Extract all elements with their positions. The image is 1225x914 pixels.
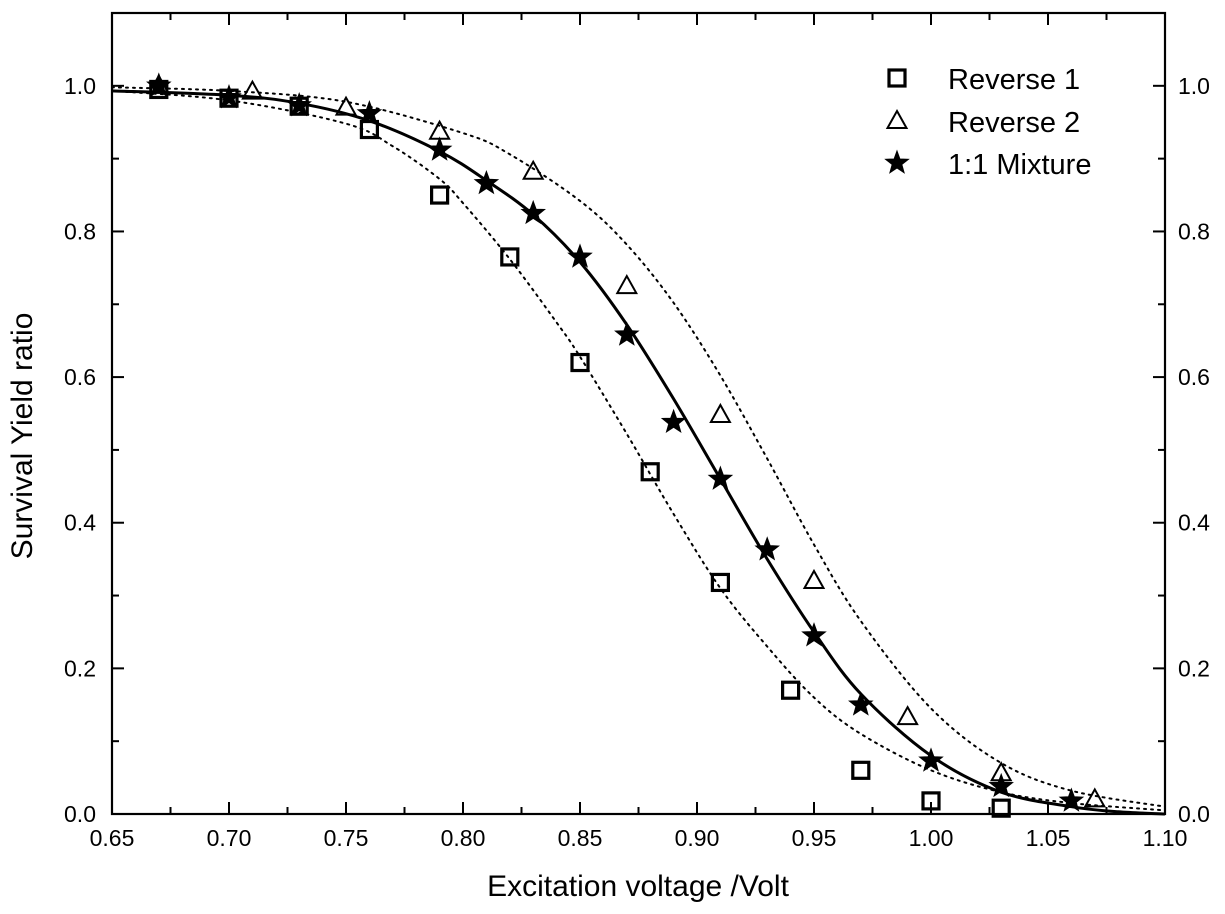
data-point-star (286, 92, 312, 117)
legend-star-marker (884, 149, 910, 174)
data-point-square (710, 572, 731, 593)
legend-label: Reverse 1 (948, 64, 1080, 96)
legend: Reverse 1 Reverse 2 1:1 Mixture (884, 64, 1091, 181)
data-point-star (1058, 787, 1085, 812)
y-tick-label: 0.0 (64, 801, 96, 827)
x-tick-label: 0.70 (207, 825, 252, 851)
right-axis-tick-label: 0.0 (1178, 801, 1210, 827)
data-point-square (570, 352, 590, 373)
data-point-star (918, 747, 944, 772)
y-tick-label: 1.0 (64, 73, 96, 99)
data-point-triangle (1083, 787, 1107, 808)
legend-label: Reverse 2 (948, 107, 1080, 139)
right-axis-tick-label: 0.2 (1178, 655, 1210, 681)
legend-square-marker (887, 68, 907, 88)
x-tick-label: 0.80 (441, 825, 486, 851)
x-tick-label: 0.85 (558, 825, 603, 851)
data-point-square (640, 462, 660, 482)
data-point-square (991, 798, 1011, 818)
data-point-star (216, 84, 242, 109)
data-point-square (851, 760, 871, 780)
data-point-star (614, 321, 640, 346)
data-point-square (359, 119, 379, 140)
data-point-triangle (709, 402, 732, 423)
data-point-triangle (896, 705, 919, 726)
data-point-star (801, 622, 827, 647)
data-point-star (146, 72, 172, 97)
y-tick-label: 0.8 (64, 218, 96, 244)
right-axis-tick-label: 0.4 (1178, 510, 1210, 536)
data-point-star (356, 100, 383, 125)
data-point-star (754, 536, 780, 561)
right-axis-tick-label: 0.6 (1178, 364, 1210, 390)
y-tick-label: 0.4 (64, 510, 96, 536)
y-tick-label: 0.2 (64, 655, 96, 681)
fit-curves-layer (111, 86, 1166, 816)
right-axis-tick-label: 1.0 (1178, 73, 1210, 99)
data-point-triangle (802, 568, 826, 589)
fit-curve-reverse-2 (111, 86, 1166, 808)
x-tick-label: 0.75 (324, 825, 369, 851)
data-points-layer (146, 72, 1107, 818)
right-axis-tick-label: 0.8 (1178, 218, 1210, 244)
axes-layer: 0.65 0.70 0.75 0.80 0.85 0.90 0.95 1.00 1.05 1.10… (64, 12, 1210, 851)
data-point-triangle (334, 95, 358, 116)
data-point-star (848, 691, 874, 716)
data-point-triangle (241, 79, 264, 100)
data-point-star (520, 199, 546, 225)
fit-curve-reverse-1 (111, 89, 1166, 812)
data-point-star (567, 243, 593, 268)
data-point-star (426, 136, 453, 161)
data-point-star (473, 169, 500, 195)
x-axis-title: Excitation voltage /Volt (487, 870, 790, 903)
x-tick-label: 1.10 (1143, 825, 1188, 851)
data-point-star (660, 408, 687, 434)
y-axis-title: Survival Yield ratio (6, 313, 39, 560)
x-tick-label: 0.90 (675, 825, 720, 851)
y-tick-label: 0.6 (64, 364, 96, 390)
data-point-square (430, 185, 450, 205)
data-point-star (988, 772, 1014, 798)
data-point-square (500, 247, 520, 267)
data-point-square (780, 680, 801, 700)
data-point-triangle (521, 159, 545, 180)
x-tick-label: 0.65 (90, 825, 135, 851)
x-tick-label: 1.00 (909, 825, 954, 851)
legend-triangle-marker (885, 108, 909, 129)
data-point-star (707, 465, 734, 490)
x-tick-label: 0.95 (792, 825, 837, 851)
data-point-triangle (615, 274, 639, 295)
x-tick-label: 1.05 (1026, 825, 1071, 851)
legend-label: 1:1 Mixture (948, 149, 1091, 181)
